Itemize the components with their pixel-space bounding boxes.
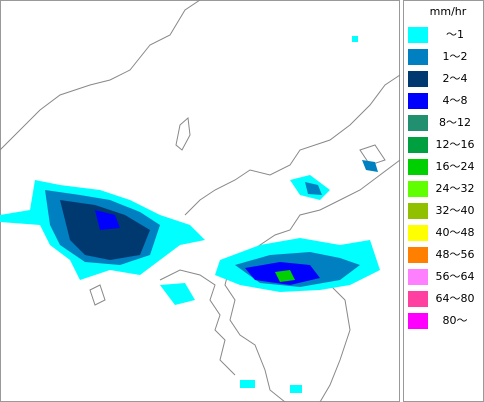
coastline: [0, 0, 201, 151]
rain-echo: [0, 36, 380, 393]
echo: [60, 200, 150, 260]
echo: [352, 36, 358, 42]
echo: [160, 283, 195, 305]
echo: [305, 182, 322, 195]
legend-swatch: [408, 93, 428, 109]
legend-swatch: [408, 159, 428, 175]
coastline: [159, 269, 236, 376]
legend-swatch: [408, 27, 428, 43]
legend-swatch: [408, 71, 428, 87]
coastline: [184, 74, 401, 216]
legend-label: ～1: [446, 28, 464, 41]
echo: [290, 385, 302, 393]
legend-label: 80～: [443, 314, 468, 327]
legend-swatch: [408, 247, 428, 263]
legend-label: 12～16: [436, 138, 475, 151]
legend-swatch: [408, 291, 428, 307]
echo: [240, 380, 255, 388]
island: [359, 144, 386, 166]
legend-label: 64～80: [436, 292, 475, 305]
legend-label: 4～8: [443, 94, 468, 107]
legend-label: 24～32: [436, 182, 475, 195]
legend-label: 16～24: [436, 160, 475, 173]
island: [89, 284, 106, 306]
echo: [95, 210, 120, 230]
legend: mm/hr ～1 1～2 2～4 4～8 8～12 12～16 16～24 24～32 32～4…: [403, 0, 484, 402]
legend-swatch: [408, 203, 428, 219]
legend-label: 8～12: [439, 116, 471, 129]
legend-swatch: [408, 269, 428, 285]
legend-label: 40～48: [436, 226, 475, 239]
legend-frame: [403, 0, 484, 402]
legend-swatch: [408, 137, 428, 153]
legend-unit: mm/hr: [430, 5, 467, 18]
legend-label: 32～40: [436, 204, 475, 217]
legend-label: 48～56: [436, 248, 475, 261]
legend-swatch: [408, 313, 428, 329]
legend-swatch: [408, 225, 428, 241]
legend-label: 2～4: [443, 72, 468, 85]
echo: [275, 270, 295, 282]
legend-swatch: [408, 181, 428, 197]
legend-swatch: [408, 115, 428, 131]
island: [175, 116, 191, 151]
legend-label: 1～2: [443, 50, 468, 63]
echo: [362, 160, 378, 172]
legend-swatch: [408, 49, 428, 65]
legend-label: 56～64: [436, 270, 475, 283]
